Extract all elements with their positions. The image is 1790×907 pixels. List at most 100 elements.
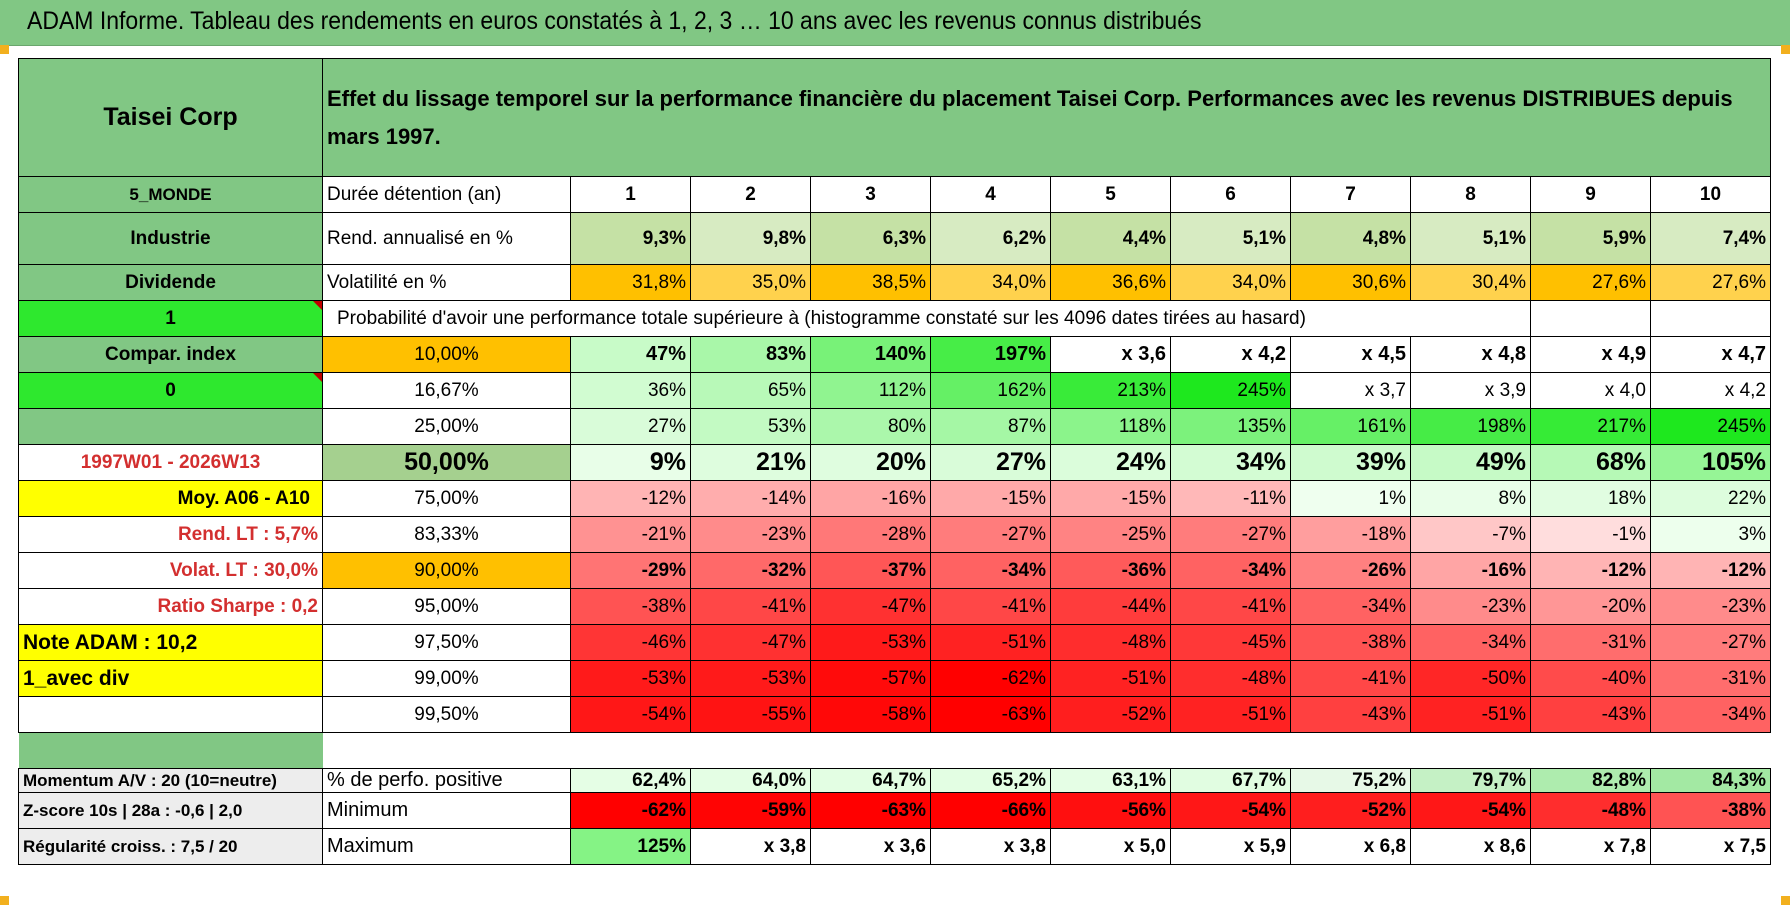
- stat-value[interactable]: -54%: [1410, 792, 1531, 829]
- quantile-value[interactable]: -43%: [1290, 696, 1411, 733]
- quantile-value[interactable]: -16%: [1410, 552, 1531, 589]
- duration-header[interactable]: 10: [1650, 176, 1771, 213]
- quantile-value[interactable]: -23%: [1650, 588, 1771, 625]
- quantile-value[interactable]: -32%: [690, 552, 811, 589]
- region-label[interactable]: 5_MONDE: [18, 176, 323, 213]
- quantile-value[interactable]: -41%: [930, 588, 1051, 625]
- quantile-label[interactable]: 75,00%: [322, 480, 571, 517]
- quantile-value[interactable]: -38%: [1290, 624, 1411, 661]
- quantile-value[interactable]: 213%: [1050, 372, 1171, 409]
- left-label[interactable]: 1_avec div: [18, 660, 323, 697]
- stat-value[interactable]: 62,4%: [570, 768, 691, 793]
- left-label[interactable]: Compar. index: [18, 336, 323, 373]
- resize-handle-top-left[interactable]: [0, 45, 9, 54]
- quantile-value[interactable]: -27%: [930, 516, 1051, 553]
- quantile-value[interactable]: 198%: [1410, 408, 1531, 445]
- resize-handle-bottom-left[interactable]: [0, 896, 9, 905]
- left-label[interactable]: [18, 408, 323, 445]
- quantile-label[interactable]: 10,00%: [322, 336, 571, 373]
- quantile-value[interactable]: 8%: [1410, 480, 1531, 517]
- rend-value[interactable]: 7,4%: [1650, 212, 1771, 265]
- quantile-value[interactable]: -46%: [570, 624, 691, 661]
- quantile-value[interactable]: 135%: [1170, 408, 1291, 445]
- quantile-value[interactable]: -27%: [1650, 624, 1771, 661]
- indicator-label[interactable]: Momentum A/V : 20 (10=neutre): [18, 768, 323, 793]
- quantile-value[interactable]: 140%: [810, 336, 931, 373]
- stat-label[interactable]: Maximum: [322, 828, 571, 865]
- quantile-label[interactable]: 16,67%: [322, 372, 571, 409]
- rend-value[interactable]: 9,3%: [570, 212, 691, 265]
- quantile-label[interactable]: 95,00%: [322, 588, 571, 625]
- quantile-value[interactable]: -47%: [810, 588, 931, 625]
- rend-value[interactable]: 4,8%: [1290, 212, 1411, 265]
- spacer-cell[interactable]: [18, 732, 323, 769]
- quantile-value[interactable]: 36%: [570, 372, 691, 409]
- indicator-label[interactable]: Z-score 10s | 28a : -0,6 | 2,0: [18, 792, 323, 829]
- vol-value[interactable]: 35,0%: [690, 264, 811, 301]
- quantile-value[interactable]: 162%: [930, 372, 1051, 409]
- left-label[interactable]: [18, 696, 323, 733]
- stat-value[interactable]: 125%: [570, 828, 691, 865]
- quantile-value[interactable]: -16%: [810, 480, 931, 517]
- stat-value[interactable]: x 3,6: [810, 828, 931, 865]
- quantile-value[interactable]: 197%: [930, 336, 1051, 373]
- stat-value[interactable]: -56%: [1050, 792, 1171, 829]
- stat-value[interactable]: x 3,8: [690, 828, 811, 865]
- stat-value[interactable]: x 5,0: [1050, 828, 1171, 865]
- rend-value[interactable]: 6,2%: [930, 212, 1051, 265]
- quantile-value[interactable]: -63%: [930, 696, 1051, 733]
- quantile-value[interactable]: -50%: [1410, 660, 1531, 697]
- duration-header[interactable]: 6: [1170, 176, 1291, 213]
- quantile-value[interactable]: -53%: [690, 660, 811, 697]
- quantile-value[interactable]: 53%: [690, 408, 811, 445]
- quantile-value[interactable]: x 4,8: [1410, 336, 1531, 373]
- quantile-value[interactable]: -27%: [1170, 516, 1291, 553]
- quantile-value[interactable]: -52%: [1050, 696, 1171, 733]
- stat-value[interactable]: x 3,8: [930, 828, 1051, 865]
- quantile-value[interactable]: 21%: [690, 444, 811, 481]
- left-label[interactable]: Moy. A06 - A10: [18, 480, 323, 517]
- quantile-label[interactable]: 83,33%: [322, 516, 571, 553]
- quantile-value[interactable]: -34%: [1650, 696, 1771, 733]
- stat-label[interactable]: % de perfo. positive: [322, 768, 571, 793]
- quantile-value[interactable]: -54%: [570, 696, 691, 733]
- quantile-value[interactable]: -38%: [570, 588, 691, 625]
- quantile-value[interactable]: -41%: [690, 588, 811, 625]
- quantile-value[interactable]: -28%: [810, 516, 931, 553]
- quantile-value[interactable]: -26%: [1290, 552, 1411, 589]
- quantile-value[interactable]: -12%: [570, 480, 691, 517]
- stat-value[interactable]: 63,1%: [1050, 768, 1171, 793]
- quantile-value[interactable]: -44%: [1050, 588, 1171, 625]
- stat-value[interactable]: -66%: [930, 792, 1051, 829]
- quantile-label[interactable]: 90,00%: [322, 552, 571, 589]
- stat-value[interactable]: x 7,5: [1650, 828, 1771, 865]
- quantile-value[interactable]: x 4,2: [1650, 372, 1771, 409]
- quantile-value[interactable]: -34%: [930, 552, 1051, 589]
- rend-value[interactable]: 5,1%: [1410, 212, 1531, 265]
- duration-header[interactable]: 8: [1410, 176, 1531, 213]
- quantile-label[interactable]: 99,50%: [322, 696, 571, 733]
- quantile-value[interactable]: -11%: [1170, 480, 1291, 517]
- quantile-value[interactable]: -37%: [810, 552, 931, 589]
- quantile-value[interactable]: -53%: [810, 624, 931, 661]
- quantile-value[interactable]: -36%: [1050, 552, 1171, 589]
- quantile-value[interactable]: x 4,0: [1530, 372, 1651, 409]
- left-label[interactable]: Ratio Sharpe : 0,2: [18, 588, 323, 625]
- quantile-value[interactable]: 87%: [930, 408, 1051, 445]
- rend-value[interactable]: 5,1%: [1170, 212, 1291, 265]
- quantile-value[interactable]: -23%: [690, 516, 811, 553]
- stat-value[interactable]: 67,7%: [1170, 768, 1291, 793]
- quantile-value[interactable]: 34%: [1170, 444, 1291, 481]
- quantile-value[interactable]: -14%: [690, 480, 811, 517]
- rend-value[interactable]: 5,9%: [1530, 212, 1651, 265]
- sector-label[interactable]: Industrie: [18, 212, 323, 265]
- quantile-value[interactable]: x 4,2: [1170, 336, 1291, 373]
- cell[interactable]: [1530, 300, 1651, 337]
- quantile-value[interactable]: -51%: [1050, 660, 1171, 697]
- report-description[interactable]: Effet du lissage temporel sur la perform…: [322, 58, 1771, 177]
- quantile-value[interactable]: x 3,7: [1290, 372, 1411, 409]
- quantile-value[interactable]: 80%: [810, 408, 931, 445]
- quantile-label[interactable]: 99,00%: [322, 660, 571, 697]
- quantile-value[interactable]: -45%: [1170, 624, 1291, 661]
- quantile-value[interactable]: -1%: [1530, 516, 1651, 553]
